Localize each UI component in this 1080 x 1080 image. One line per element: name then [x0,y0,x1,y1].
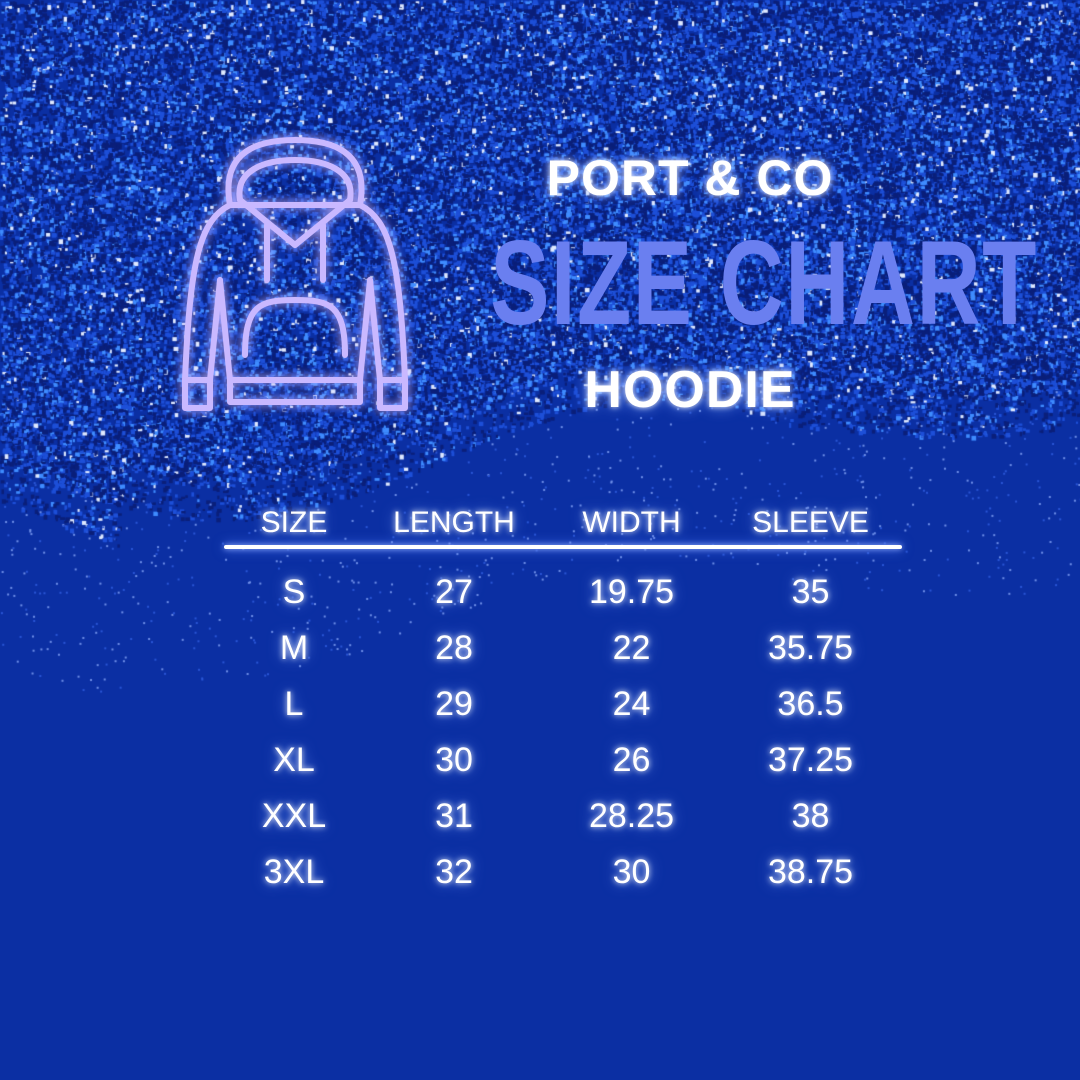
size-table: SIZE LENGTH WIDTH SLEEVE S 27 19.75 35 M 28 22… [224,500,902,900]
cell-size: 3XL [263,853,325,891]
cell-sleeve: 37.25 [767,741,854,779]
cell-length: 32 [435,853,473,891]
cell-size: XL [273,741,315,779]
column-header-size: SIZE [260,506,328,539]
table-row: S 27 19.75 35 [224,546,902,620]
cell-sleeve: 38 [791,797,830,835]
column-header-sleeve: SLEEVE [752,506,869,539]
cell-sleeve: 35.75 [767,629,854,667]
column-header-length: LENGTH [393,506,515,539]
table-header-row: SIZE LENGTH WIDTH SLEEVE [224,500,902,546]
table-row: 3XL 32 30 38.75 [224,844,902,900]
header-divider [224,545,902,549]
table-row: M 28 22 35.75 [224,620,902,676]
brand-name: PORT & CO [546,150,834,206]
cell-sleeve: 36.5 [777,685,844,723]
cell-sleeve: 35 [791,573,830,611]
page-title: SIZE CHART [490,216,1038,350]
cell-width: 30 [612,853,651,891]
cell-sleeve: 38.75 [767,853,854,891]
cell-size: L [284,685,304,723]
cell-length: 30 [435,741,473,779]
column-header-width: WIDTH [582,506,681,539]
table-row: L 29 24 36.5 [224,676,902,732]
cell-width: 19.75 [588,573,675,611]
cell-length: 31 [435,797,473,835]
table-row: XL 30 26 37.25 [224,732,902,788]
cell-width: 28.25 [588,797,675,835]
hoodie-icon [182,137,408,411]
cell-width: 26 [612,741,651,779]
cell-length: 27 [435,573,473,611]
cell-length: 29 [435,685,473,723]
cell-width: 24 [612,685,651,723]
product-subtitle: HOODIE [584,361,796,419]
cell-length: 28 [435,629,473,667]
cell-size: M [279,629,309,667]
cell-width: 22 [612,629,651,667]
cell-size: XXL [261,797,327,835]
table-row: XXL 31 28.25 38 [224,788,902,844]
cell-size: S [282,573,306,611]
